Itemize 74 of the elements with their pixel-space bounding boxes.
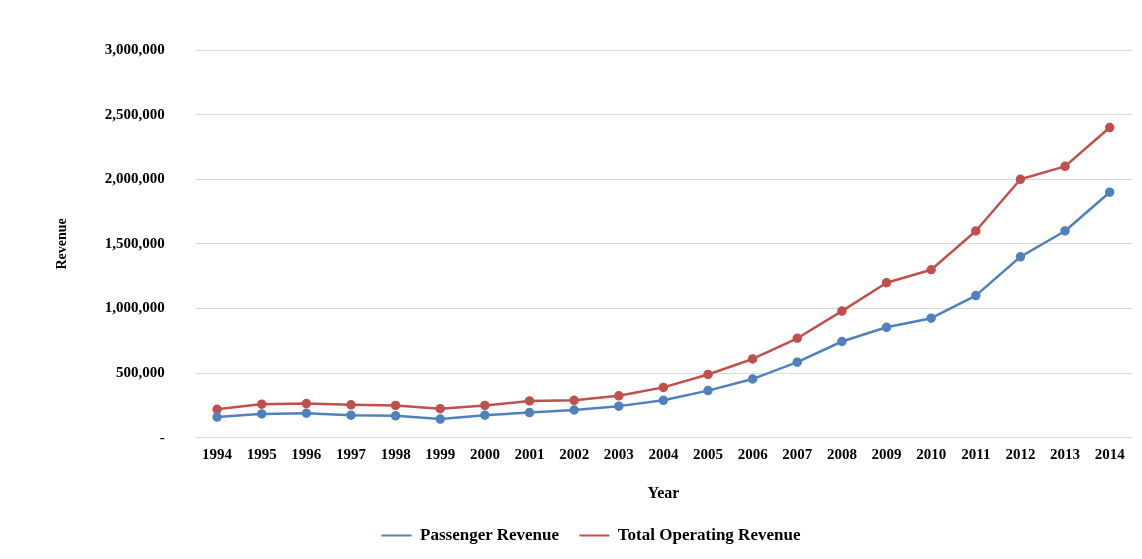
point [792,333,803,344]
x-tick-label: 2001 [514,445,545,462]
point [346,410,356,420]
point [390,411,401,421]
x-tick-label: 2000 [469,445,500,462]
point [435,414,446,424]
point [971,290,981,301]
point [346,400,356,410]
point [212,412,222,422]
x-tick-label: 1996 [291,445,322,462]
point [435,403,446,414]
point [569,405,579,415]
point [1060,161,1070,172]
x-tick-label: 2006 [737,445,769,462]
y-tick-label: - [159,428,165,445]
point [212,404,222,415]
point [881,277,892,288]
point [1060,226,1070,236]
point [480,410,490,420]
x-axis-title: Year [647,483,680,501]
legend-label: Passenger Revenue [420,524,560,544]
x-tick-label: 2009 [871,445,902,462]
x-tick-label: 2013 [1050,445,1081,462]
point [837,306,847,316]
point [926,265,936,275]
x-tick-label: 2012 [1005,445,1036,462]
x-tick-label: 2005 [693,445,724,462]
legend-label: Total Operating Revenue [617,524,801,544]
x-tick-label: 1997 [336,445,367,462]
point [301,408,312,418]
point [971,226,981,236]
point [1015,174,1026,185]
x-tick-label: 2010 [916,445,947,462]
x-tick-label: 1995 [246,445,277,462]
x-tick-label: 1994 [202,445,233,462]
point [301,398,312,409]
y-tick-label: 3,000,000 [104,40,165,57]
point [658,382,669,393]
point [792,357,803,367]
x-tick-label: 2003 [603,445,634,462]
x-tick-label: 2002 [559,445,590,462]
x-tick-label: 1998 [380,445,411,462]
point [658,395,669,406]
y-tick-label: 1,000,000 [104,299,165,316]
point [390,400,401,411]
y-tick-label: 500,000 [116,364,165,381]
x-tick-label: 2004 [648,445,679,462]
point [614,401,624,411]
y-tick-label: 1,500,000 [104,234,165,251]
point [569,395,579,406]
point [703,385,713,396]
x-tick-label: 2007 [782,445,813,462]
y-tick-label: 2,500,000 [104,105,165,122]
point [1104,187,1115,197]
x-tick-label: 1999 [425,445,456,462]
point [524,407,535,418]
point [837,336,847,347]
point [524,396,535,406]
y-axis-title: Revenue [54,218,70,270]
point [480,400,490,411]
x-tick-label: 2011 [961,445,991,462]
point [703,369,713,380]
point [614,391,624,401]
point [747,374,758,384]
point [926,313,936,323]
point [256,399,267,409]
x-tick-label: 2008 [826,445,857,462]
point [256,409,267,419]
point [881,322,892,333]
point [747,354,758,364]
point [1015,252,1026,262]
x-tick-label: 2014 [1094,445,1126,462]
y-tick-label: 2,000,000 [104,170,165,187]
point [1104,122,1115,133]
